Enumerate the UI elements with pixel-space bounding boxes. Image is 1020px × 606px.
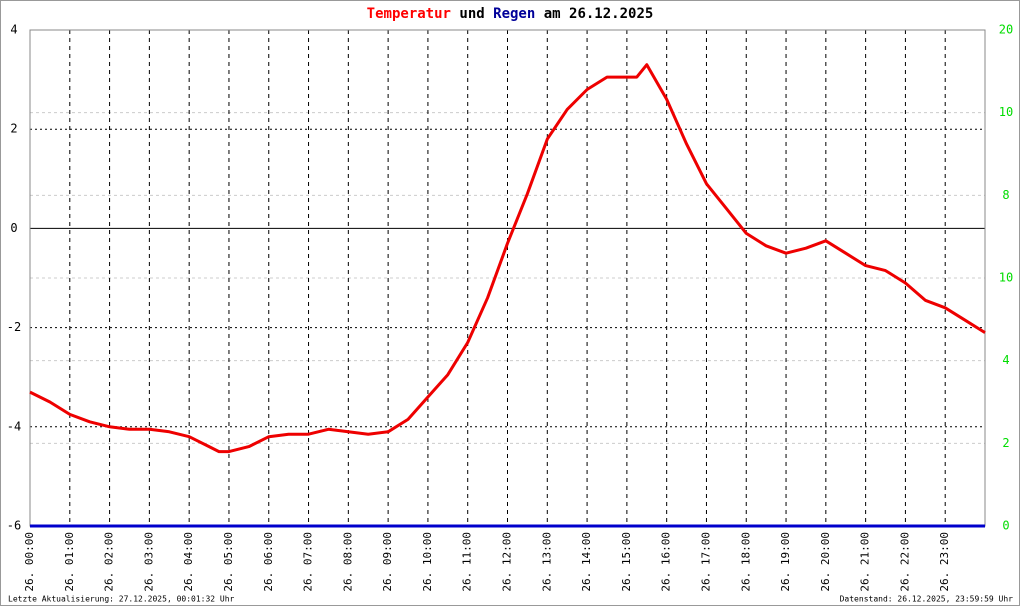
- y-tick-label: 2: [10, 122, 17, 136]
- footer-left: Letzte Aktualisierung: 27.12.2025, 00:01…: [8, 595, 235, 604]
- x-tick-label: 26. 05:00: [222, 532, 235, 592]
- x-tick-label: 26. 23:00: [938, 532, 951, 592]
- x-tick-label: 26. 16:00: [660, 532, 673, 592]
- y-tick-label: -6: [7, 519, 21, 533]
- series-line: [29, 63, 986, 454]
- x-tick-label: 26. 20:00: [819, 532, 832, 592]
- title-part: und: [459, 6, 484, 22]
- title-part: Temperatur: [367, 6, 451, 22]
- x-tick-label: 26. 10:00: [421, 532, 434, 592]
- y2-tick-label: 2: [1002, 436, 1009, 450]
- x-tick-label: 26. 08:00: [341, 532, 354, 592]
- title-part: Regen: [493, 6, 535, 22]
- footer-right: Datenstand: 26.12.2025, 23:59:59 Uhr: [840, 595, 1014, 604]
- y2-tick-label: 0: [1002, 519, 1009, 533]
- y2-tick-label: 4: [1002, 353, 1009, 367]
- y2-tick-label: 20: [999, 23, 1013, 37]
- y-tick-label: -4: [7, 419, 21, 433]
- x-tick-label: 26. 15:00: [620, 532, 633, 592]
- y2-tick-label: 10: [999, 105, 1013, 119]
- y-tick-label: 4: [10, 23, 17, 37]
- x-tick-label: 26. 18:00: [739, 532, 752, 592]
- x-tick-label: 26. 22:00: [898, 532, 911, 592]
- x-tick-label: 26. 04:00: [182, 532, 195, 592]
- x-tick-label: 26. 13:00: [540, 532, 553, 592]
- y-tick-label: -2: [7, 320, 21, 334]
- y2-tick-label: 10: [999, 271, 1013, 285]
- x-tick-label: 26. 02:00: [103, 532, 116, 592]
- x-tick-label: 26. 00:00: [23, 532, 36, 592]
- x-tick-label: 26. 19:00: [779, 532, 792, 592]
- y2-tick-label: 8: [1002, 188, 1009, 202]
- x-tick-label: 26. 21:00: [859, 532, 872, 592]
- x-tick-label: 26. 01:00: [63, 532, 76, 592]
- x-tick-label: 26. 14:00: [580, 532, 593, 592]
- x-tick-label: 26. 12:00: [501, 532, 514, 592]
- x-tick-label: 26. 11:00: [461, 532, 474, 592]
- y-tick-label: 0: [10, 221, 17, 235]
- x-tick-label: 26. 17:00: [699, 532, 712, 592]
- chart-title: Temperatur und Regen am 26.12.2025: [367, 6, 654, 22]
- x-tick-label: 26. 09:00: [381, 532, 394, 592]
- x-tick-label: 26. 03:00: [142, 532, 155, 592]
- title-part: am 26.12.2025: [544, 6, 654, 22]
- x-tick-label: 26. 07:00: [302, 532, 315, 592]
- x-tick-label: 26. 06:00: [262, 532, 275, 592]
